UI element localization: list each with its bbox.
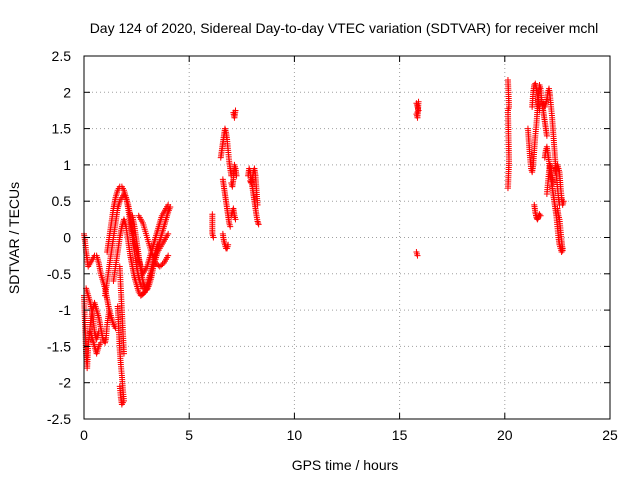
y-tick-label: -0.5	[47, 266, 71, 282]
data-point	[254, 218, 261, 225]
data-point	[120, 350, 127, 357]
y-tick-label: -1	[59, 302, 72, 318]
data-point	[116, 383, 123, 390]
x-tick-label: 25	[602, 427, 618, 443]
y-tick-labels: -2.5 -2 -1.5 -1 -0.5 0 0.5 1 1.5 2 2.5	[47, 48, 71, 427]
y-tick-label: 2.5	[52, 48, 72, 64]
y-tick-label: 1	[63, 157, 71, 173]
y-tick-label: 0	[63, 230, 71, 246]
data-point	[254, 201, 261, 208]
y-tick-label: -2	[59, 375, 72, 391]
chart-title: Day 124 of 2020, Sidereal Day-to-day VTE…	[90, 20, 599, 36]
data-point	[225, 241, 232, 248]
data-point	[95, 328, 102, 335]
data-point	[255, 221, 262, 228]
data-point	[165, 201, 172, 208]
data-point	[227, 223, 234, 230]
data-point	[536, 211, 543, 218]
data-point	[165, 230, 172, 237]
data-point	[543, 132, 550, 139]
data-point	[159, 261, 166, 268]
data-point	[534, 215, 541, 222]
x-tick-label: 0	[80, 427, 88, 443]
tick-marks	[83, 55, 611, 420]
data-point	[232, 107, 239, 114]
y-tick-label: -2.5	[47, 411, 71, 427]
grid-lines	[84, 56, 610, 419]
data-point	[210, 234, 217, 241]
x-tick-label: 15	[392, 427, 408, 443]
data-point	[414, 252, 421, 259]
y-tick-label: 2	[63, 84, 71, 100]
y-tick-label: -1.5	[47, 338, 71, 354]
x-tick-label: 20	[497, 427, 513, 443]
data-point	[232, 216, 239, 223]
x-tick-labels: 0 5 10 15 20 25	[80, 427, 618, 443]
x-tick-label: 5	[185, 427, 193, 443]
data-point	[536, 107, 543, 114]
data-point	[550, 180, 557, 187]
data-points	[81, 76, 567, 408]
data-point	[559, 247, 566, 254]
data-point	[560, 198, 567, 205]
x-tick-label: 10	[287, 427, 303, 443]
y-tick-label: 1.5	[52, 121, 72, 137]
data-point	[97, 339, 104, 346]
data-point	[233, 172, 240, 179]
y-tick-label: 0.5	[52, 193, 72, 209]
data-point	[165, 252, 172, 259]
data-point	[255, 219, 262, 226]
x-axis-title: GPS time / hours	[292, 457, 399, 473]
data-point	[415, 98, 422, 105]
y-axis-title: SDTVAR / TECUs	[6, 182, 22, 294]
data-point	[537, 212, 544, 219]
data-point	[504, 185, 511, 192]
